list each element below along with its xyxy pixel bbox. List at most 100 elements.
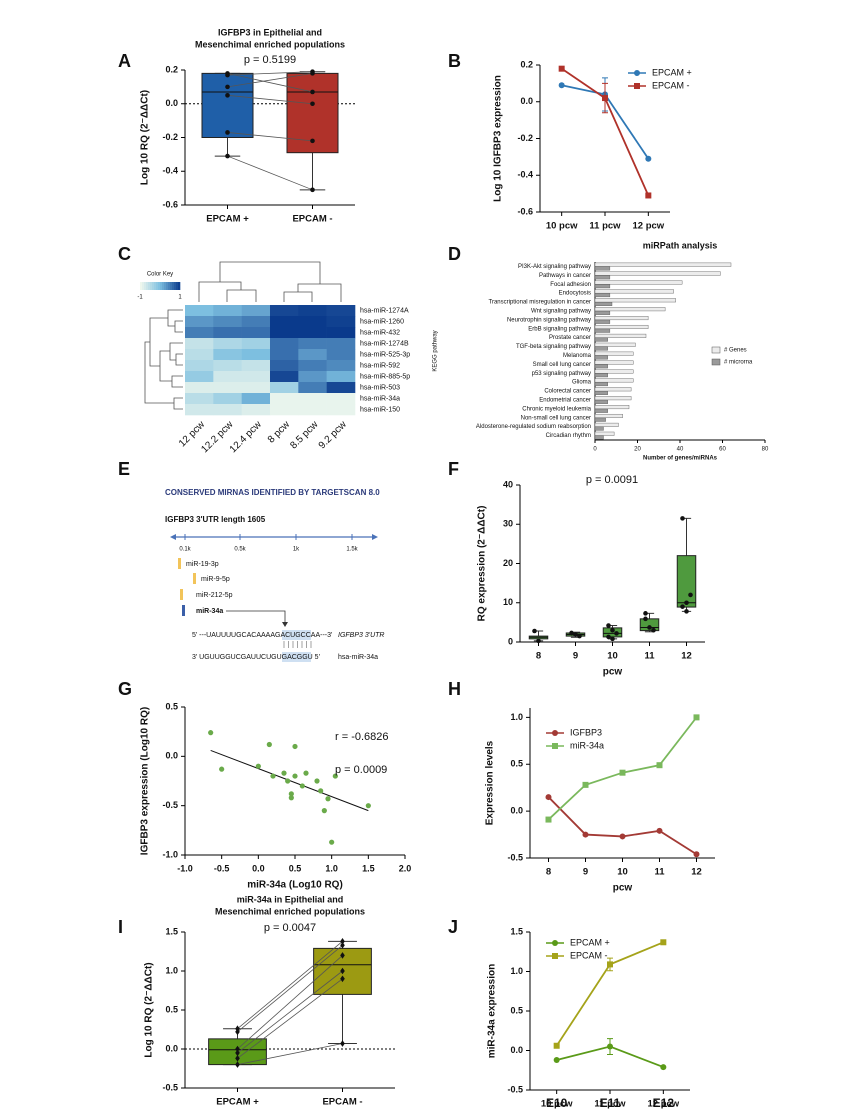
y-tick-label: -0.4	[517, 170, 533, 180]
x-tick-label: 10	[607, 651, 618, 662]
heat-cell	[241, 316, 271, 328]
x-tick-label: 0	[593, 447, 597, 453]
data-point	[235, 1028, 240, 1036]
data-point	[573, 632, 578, 637]
x-tick-label: 1.0	[325, 863, 338, 873]
heat-cell	[213, 360, 242, 372]
legend-swatch	[711, 346, 721, 354]
heat-cell	[185, 327, 214, 339]
bar	[594, 369, 634, 374]
heat-cell	[185, 360, 214, 372]
scale-label: 1.5k	[346, 547, 358, 553]
category-label: p53 signaling pathway	[532, 371, 591, 377]
y-tick-label: -1.0	[162, 849, 178, 859]
data-point	[680, 516, 685, 521]
bar	[594, 266, 611, 271]
key-swatch	[160, 282, 163, 290]
legend-label: miR-34a	[570, 740, 604, 750]
column-label: 12.4 pcw	[228, 419, 265, 456]
bar	[594, 280, 683, 285]
heat-cell	[298, 382, 327, 394]
heat-cell	[298, 305, 327, 317]
series-line	[547, 796, 697, 856]
key-tick-label: 1	[178, 295, 182, 301]
y-tick-label: 0.0	[510, 806, 523, 816]
y-axis-label: IGFBP3 expression (Log10 RQ)	[140, 707, 151, 855]
y-tick-label: 0.5	[510, 1005, 523, 1015]
heat-cell	[241, 382, 271, 394]
y-tick-label: 0.5	[165, 1004, 178, 1014]
scale-label: 0.5k	[234, 547, 246, 553]
heat-cell	[213, 338, 242, 350]
row-label: hsa-miR-1274B	[360, 340, 409, 347]
y-tick-label: -0.6	[517, 206, 533, 216]
heat-cell	[270, 382, 299, 394]
key-swatch	[142, 282, 145, 290]
x-tick-label: 12 pcw	[647, 1099, 679, 1110]
row-label: hsa-miR-503	[360, 384, 400, 391]
heat-cell	[213, 404, 242, 416]
x-tick-label: -1.0	[177, 863, 193, 873]
bar	[594, 319, 611, 324]
data-point	[582, 781, 589, 788]
data-point	[310, 138, 315, 144]
heat-cell	[298, 393, 327, 405]
heat-cell	[326, 360, 356, 372]
row-label: hsa-miR-1260	[360, 318, 404, 325]
annotation: p = 0.0047	[264, 922, 316, 934]
category-label: Endometrial cancer	[539, 398, 591, 404]
heat-cell	[185, 382, 214, 394]
row-label: hsa-miR-1274A	[360, 307, 409, 314]
x-axis-label: pcw	[603, 667, 623, 678]
data-point	[310, 101, 315, 107]
target-label: IGFBP3 3'UTR	[338, 632, 384, 639]
category-label: TGF-beta signaling pathway	[516, 344, 591, 350]
key-title: Color Key	[147, 272, 173, 278]
y-axis-label: Expression levels	[485, 740, 496, 825]
key-swatch	[162, 282, 165, 290]
mirna-label: miR-9-5p	[201, 576, 230, 583]
pair-line	[227, 94, 313, 105]
heat-cell	[241, 393, 271, 405]
data-point	[321, 808, 327, 814]
heat-cell	[326, 338, 356, 350]
y-axis-label: KEGG pathway	[433, 330, 439, 371]
category-label: Endocytosis	[559, 291, 591, 297]
data-point	[647, 625, 652, 630]
bar	[594, 337, 608, 342]
heat-cell	[270, 338, 299, 350]
chart-title: miRPath analysis	[643, 240, 718, 250]
data-point	[225, 130, 230, 135]
heat-cell	[270, 371, 299, 383]
key-swatch	[164, 282, 167, 290]
heat-cell	[185, 349, 214, 361]
row-label: hsa-miR-150	[360, 406, 400, 413]
x-tick-label: 0.5	[289, 863, 302, 873]
x-tick-label: 8	[536, 651, 541, 662]
data-point	[310, 187, 315, 193]
bar	[594, 346, 608, 351]
row-label: hsa-miR-592	[360, 362, 400, 369]
chart-title: Mesenchimal enriched populations	[195, 39, 345, 49]
panel-letter: I	[118, 917, 123, 937]
category-label: PI3K-Akt signaling pathway	[518, 264, 591, 270]
key-swatch	[168, 282, 171, 290]
bar	[594, 373, 608, 378]
y-tick-label: 30	[503, 519, 513, 529]
key-swatch	[150, 282, 153, 290]
x-tick-label: 11	[654, 867, 665, 878]
heat-cell	[298, 316, 327, 328]
heat-cell	[185, 404, 214, 416]
heat-cell	[241, 305, 271, 317]
x-axis-label: Number of genes/miRNAs	[643, 456, 718, 462]
bar	[594, 333, 647, 338]
data-point	[255, 763, 261, 769]
data-point	[656, 762, 663, 769]
panel-letter: D	[448, 244, 461, 264]
panel-letter: B	[448, 51, 461, 71]
bar	[594, 262, 732, 267]
bar	[594, 328, 611, 333]
heat-cell	[241, 327, 271, 339]
base-pairs	[283, 641, 312, 648]
y-tick-label: 0.0	[520, 96, 533, 106]
